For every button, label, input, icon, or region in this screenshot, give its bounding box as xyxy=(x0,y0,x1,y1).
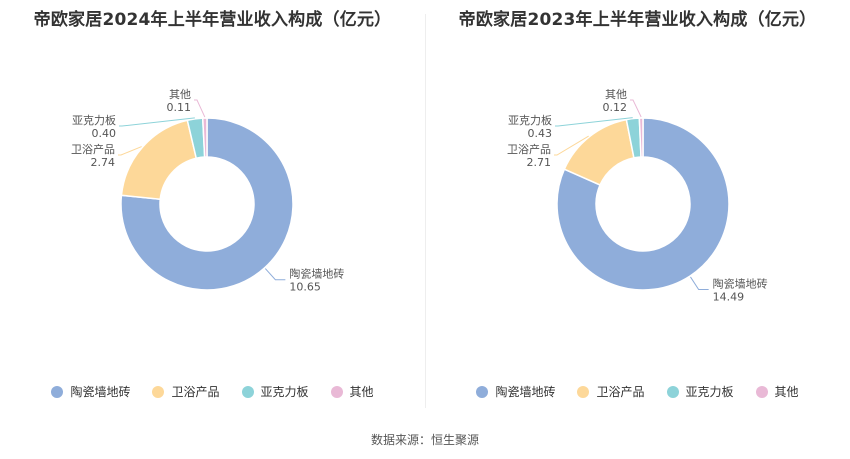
legend-item-other[interactable]: 其他 xyxy=(330,383,374,400)
legend: 陶瓷墙地砖 卫浴产品 亚克力板 其他 xyxy=(0,383,425,400)
legend-label: 其他 xyxy=(349,385,374,399)
legend-item-other[interactable]: 其他 xyxy=(755,383,799,400)
pie-slice[interactable] xyxy=(120,119,198,201)
legend-marker xyxy=(330,385,343,398)
slice-label-name: 卫浴产品 xyxy=(71,142,115,156)
slice-label-value: 0.12 xyxy=(603,101,628,114)
legend-item-bathroom[interactable]: 卫浴产品 xyxy=(152,383,220,400)
slice-label-name: 卫浴产品 xyxy=(507,142,551,156)
legend-item-tiles[interactable]: 陶瓷墙地砖 xyxy=(51,383,130,400)
legend-marker xyxy=(241,385,254,398)
legend-item-acrylic[interactable]: 亚克力板 xyxy=(666,383,734,400)
slice-label-name: 陶瓷墙地砖 xyxy=(713,276,768,290)
pie-slice[interactable] xyxy=(556,117,730,291)
label-leader-line xyxy=(554,135,589,156)
legend-marker xyxy=(51,385,64,398)
chart-title: 帝欧家居2023年上半年营业收入构成（亿元） xyxy=(458,10,817,30)
legend-label: 卫浴产品 xyxy=(171,385,220,399)
legend-marker xyxy=(666,385,679,398)
label-leader-line xyxy=(555,117,633,127)
legend-label: 亚克力板 xyxy=(260,385,309,399)
chart-title: 帝欧家居2024年上半年营业收入构成（亿元） xyxy=(33,10,392,30)
slice-label-value: 10.65 xyxy=(289,281,321,294)
slice-label-value: 0.40 xyxy=(92,127,117,140)
label-leader-line xyxy=(264,268,286,281)
data-source-note: 数据来源：恒生聚源 xyxy=(370,433,479,447)
legend-marker xyxy=(755,385,768,398)
slice-label-value: 0.43 xyxy=(528,127,553,140)
slice-label-name: 其他 xyxy=(169,88,191,101)
slice-label-value: 2.74 xyxy=(91,156,116,169)
label-leader-line xyxy=(630,99,642,118)
legend-label: 其他 xyxy=(774,385,799,399)
legend-label: 卫浴产品 xyxy=(596,385,645,399)
panel-divider xyxy=(425,14,426,408)
label-leader-line xyxy=(119,117,195,127)
slice-label-value: 2.71 xyxy=(527,156,552,169)
legend-marker xyxy=(476,385,489,398)
legend-label: 陶瓷墙地砖 xyxy=(495,385,556,399)
slice-label-value: 14.49 xyxy=(713,290,745,303)
chart-panel-2024: 帝欧家居2024年上半年营业收入构成（亿元） 陶瓷墙地砖 10.65 卫浴产品 2.7… xyxy=(0,0,425,420)
slice-label-name: 亚克力板 xyxy=(508,113,552,127)
slice-label-name: 其他 xyxy=(605,88,627,101)
legend-item-tiles[interactable]: 陶瓷墙地砖 xyxy=(476,383,555,400)
chart-panel-2023: 帝欧家居2023年上半年营业收入构成（亿元） 陶瓷墙地砖 14.49 卫浴产品 2.7… xyxy=(425,0,850,420)
legend-item-bathroom[interactable]: 卫浴产品 xyxy=(577,383,645,400)
legend-marker xyxy=(152,385,165,398)
legend-label: 陶瓷墙地砖 xyxy=(70,385,131,399)
legend: 陶瓷墙地砖 卫浴产品 亚克力板 其他 xyxy=(425,383,850,400)
label-leader-line xyxy=(690,276,709,290)
pie-slice[interactable] xyxy=(120,117,294,291)
slice-label-name: 亚克力板 xyxy=(72,113,116,127)
pie-slice[interactable] xyxy=(201,117,208,158)
slice-label-value: 0.11 xyxy=(167,101,192,114)
slice-label-name: 陶瓷墙地砖 xyxy=(289,267,344,281)
legend-item-acrylic[interactable]: 亚克力板 xyxy=(241,383,309,400)
legend-marker xyxy=(577,385,590,398)
label-leader-line xyxy=(118,146,142,156)
legend-label: 亚克力板 xyxy=(685,385,734,399)
label-leader-line xyxy=(194,99,206,118)
pie-slice[interactable] xyxy=(638,117,644,158)
